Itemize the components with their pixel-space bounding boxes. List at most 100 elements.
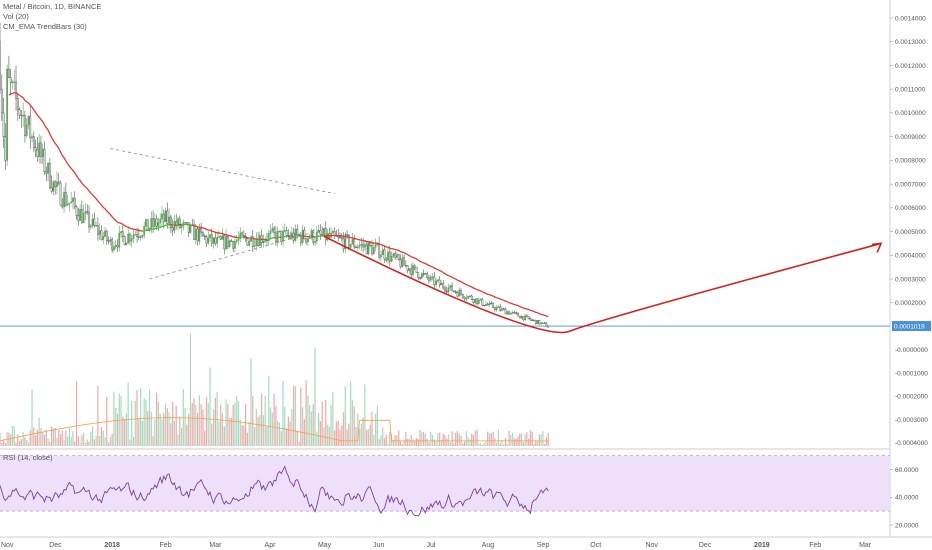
- volume-bar: [147, 411, 149, 446]
- volume-bar: [497, 429, 500, 446]
- volume-bar: [508, 430, 510, 446]
- volume-bar: [355, 426, 357, 446]
- volume-bar: [122, 416, 124, 446]
- candle-body: [429, 276, 432, 281]
- volume-bars: [0, 333, 549, 446]
- candle-body: [16, 98, 19, 111]
- volume-bar: [398, 430, 400, 446]
- candle-body: [6, 68, 8, 161]
- time-tick-label: 2018: [104, 542, 120, 549]
- volume-bar: [257, 416, 259, 446]
- candle-body: [294, 228, 297, 241]
- volume-bar: [453, 443, 455, 446]
- volume-bar: [27, 442, 30, 446]
- candle-body: [518, 315, 521, 319]
- candle-body: [533, 319, 535, 322]
- volume-bar: [414, 440, 416, 446]
- volume-bar: [83, 432, 85, 446]
- candle-body: [86, 211, 89, 213]
- volume-bar: [212, 409, 215, 446]
- volume-bar: [357, 413, 359, 446]
- candle-body: [383, 249, 386, 260]
- ema-line: [238, 236, 244, 239]
- volume-bar: [342, 412, 345, 446]
- volume-bar: [209, 367, 211, 446]
- rsi-band: [0, 455, 890, 512]
- candle-body: [283, 230, 286, 232]
- volume-bar: [346, 429, 348, 446]
- ema-line: [266, 237, 275, 241]
- volume-bar: [4, 442, 6, 446]
- candle-body: [319, 230, 322, 235]
- candle-body: [276, 230, 279, 243]
- volume-bar: [284, 406, 286, 446]
- candle-body: [404, 264, 407, 267]
- time-tick-label: Nov: [645, 542, 658, 549]
- volume-bar: [136, 389, 138, 446]
- candle-body: [358, 245, 361, 248]
- volume-bar: [455, 432, 457, 446]
- symbol-title: Metal / Bitcoin, 1D, BINANCE: [3, 2, 102, 11]
- volume-bar: [36, 429, 39, 446]
- volume-bar: [86, 439, 88, 446]
- candle-body: [31, 136, 33, 139]
- candle-body: [323, 227, 325, 236]
- candle-body: [153, 218, 156, 227]
- volume-bar: [156, 392, 158, 446]
- candle-body: [246, 238, 249, 246]
- volume-bar: [177, 434, 179, 446]
- volume-bar: [45, 430, 47, 446]
- volume-tick-label: -0.0000000: [895, 347, 928, 354]
- candle-body: [216, 237, 219, 244]
- candle-body: [428, 277, 430, 281]
- candle-body: [356, 246, 359, 249]
- candle-body: [234, 241, 236, 249]
- volume-bar: [319, 421, 322, 446]
- volume-bar: [519, 433, 521, 446]
- volume-bar: [300, 387, 302, 446]
- volume-bar: [97, 385, 99, 446]
- volume-bar: [104, 437, 106, 446]
- ema-line: [8, 91, 143, 232]
- candle-body: [397, 254, 400, 261]
- candle-body: [207, 237, 210, 244]
- candle-body: [524, 315, 526, 320]
- candle-body: [262, 241, 265, 244]
- candle-body: [396, 254, 398, 258]
- volume-bar: [143, 398, 145, 446]
- candle-body: [15, 81, 17, 99]
- time-tick-label: Aug: [482, 542, 495, 549]
- volume-bar: [479, 443, 482, 446]
- rsi-tick-label: 60.0000: [895, 467, 919, 474]
- candle-body: [508, 311, 510, 315]
- volume-bar: [227, 403, 229, 446]
- candle-body: [346, 234, 348, 236]
- candle-body: [444, 287, 446, 292]
- volume-bar: [360, 423, 362, 446]
- candle-body: [499, 306, 502, 311]
- time-tick-label: Feb: [809, 542, 821, 549]
- candle-body: [161, 213, 163, 220]
- candle-body: [45, 171, 48, 174]
- candle-body: [150, 217, 153, 229]
- candle-body: [24, 115, 26, 136]
- volume-bar: [520, 433, 523, 446]
- current-price-label: 0.0001019: [894, 323, 925, 330]
- candle-body: [360, 243, 363, 246]
- candle-body: [378, 243, 381, 258]
- volume-bar: [374, 413, 377, 446]
- volume-bar: [309, 404, 311, 446]
- volume-bar: [542, 431, 544, 446]
- volume-ma-line: [0, 417, 549, 442]
- rsi-pane: [0, 465, 549, 517]
- candle-body: [310, 230, 313, 239]
- volume-bar: [180, 427, 183, 446]
- price-tick-label: 0.0014000: [895, 15, 926, 22]
- volume-bar: [93, 439, 95, 446]
- candle-body: [305, 238, 308, 243]
- candle-body: [349, 244, 352, 248]
- time-tick-label: Sep: [537, 542, 550, 549]
- candle-body: [337, 236, 340, 238]
- volume-bar: [56, 437, 58, 446]
- candle-body: [228, 240, 231, 247]
